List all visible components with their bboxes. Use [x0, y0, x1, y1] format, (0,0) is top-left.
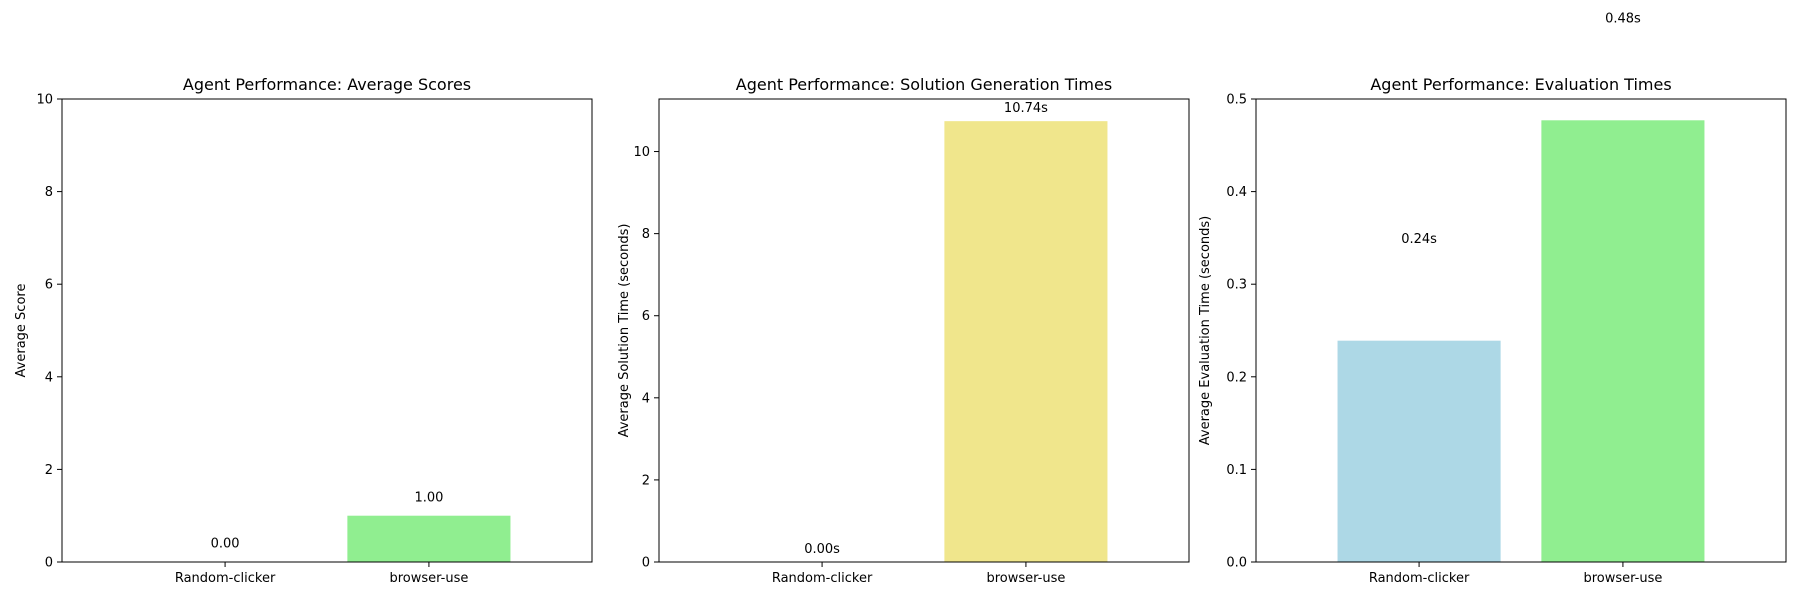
x-tick-label: Random-clicker — [1369, 571, 1470, 586]
y-tick-label: 8 — [45, 185, 53, 200]
axes-frame — [61, 98, 593, 563]
data-label: 0.48s — [1605, 12, 1641, 27]
bar-random-clicker — [1337, 340, 1501, 562]
chart-title: Agent Performance: Average Scores — [183, 75, 471, 94]
data-label: 1.00 — [414, 490, 443, 505]
y-tick-label: 0.3 — [1226, 278, 1247, 293]
y-tick-label: 10 — [36, 93, 53, 108]
chart-panel-2: 0 2 4 6 8 10 Random-clicker browser-use 0.00s 10.… — [617, 75, 1190, 586]
y-tick-label: 4 — [642, 391, 650, 406]
y-axis-label: Average Solution Time (seconds) — [617, 224, 632, 438]
data-label: 0.00 — [211, 537, 240, 552]
y-axis-label: Average Evaluation Time (seconds) — [1198, 216, 1213, 445]
chart-panel-3: 0.0 0.1 0.2 0.3 0.4 0.5 Random-clicker browser-… — [1198, 12, 1787, 586]
data-label: 0.00s — [804, 542, 840, 557]
bar-browser-use — [1541, 120, 1705, 562]
y-tick-label: 0.5 — [1226, 93, 1247, 108]
x-tick-label: browser-use — [986, 571, 1065, 586]
x-tick-label: Random-clicker — [772, 571, 873, 586]
y-tick-label: 6 — [642, 309, 650, 324]
y-tick-label: 0 — [642, 556, 650, 571]
y-tick-label: 6 — [45, 278, 53, 293]
y-tick-label: 0.4 — [1226, 185, 1247, 200]
y-tick-label: 8 — [642, 227, 650, 242]
y-axis-label: Average Score — [14, 284, 29, 378]
y-tick-label: 0.1 — [1226, 463, 1247, 478]
y-tick-label: 0.0 — [1226, 556, 1247, 571]
chart-title: Agent Performance: Evaluation Times — [1370, 75, 1671, 94]
chart-title: Agent Performance: Solution Generation T… — [736, 75, 1112, 94]
bar-browser-use — [347, 515, 511, 562]
y-tick-label: 0.2 — [1226, 370, 1247, 385]
data-label: 10.74s — [1004, 101, 1048, 116]
axes-frame — [1255, 98, 1787, 563]
y-tick-label: 0 — [45, 556, 53, 571]
y-tick-label: 2 — [45, 463, 53, 478]
data-label: 0.24s — [1401, 232, 1437, 247]
bar-browser-use — [944, 121, 1108, 563]
y-tick-label: 10 — [633, 145, 650, 160]
y-tick-label: 2 — [642, 473, 650, 488]
x-tick-label: browser-use — [1583, 571, 1662, 586]
axes-frame — [658, 98, 1190, 563]
x-tick-label: browser-use — [389, 571, 468, 586]
chart-panel-1: 0 2 4 6 8 10 Random-clicker browser-use 0.00 1.00… — [14, 75, 593, 586]
x-tick-label: Random-clicker — [175, 571, 276, 586]
y-tick-label: 4 — [45, 370, 53, 385]
